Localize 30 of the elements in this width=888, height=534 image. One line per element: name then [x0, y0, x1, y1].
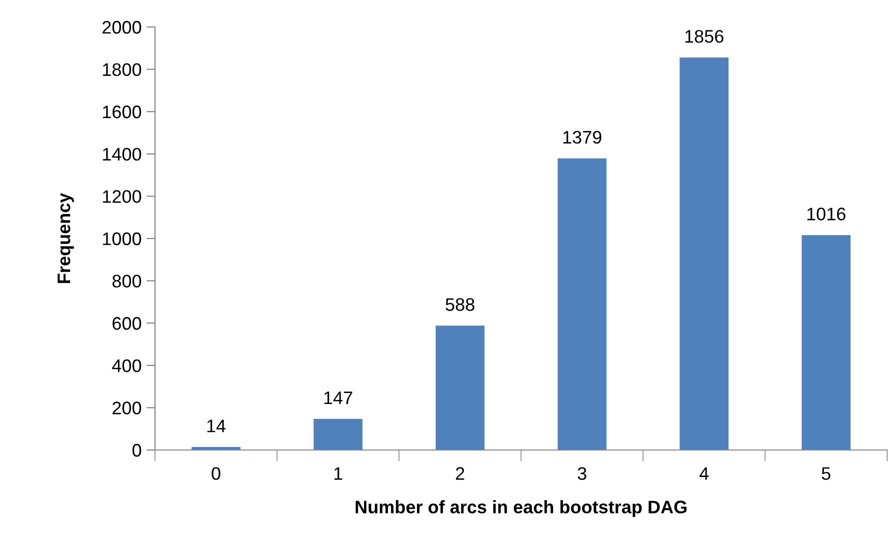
- bar: [802, 235, 851, 450]
- y-tick-label: 0: [132, 444, 142, 457]
- y-tick-label: 1600: [103, 106, 142, 118]
- y-tick-label: 2000: [102, 20, 142, 34]
- data-label: 588: [446, 298, 474, 311]
- x-tick-label: 3: [578, 467, 586, 480]
- data-label: 1016: [807, 208, 846, 220]
- y-tick-label: 200: [112, 402, 142, 414]
- data-label: 1379: [563, 130, 602, 144]
- bar: [314, 418, 362, 450]
- y-tick-label: 1000: [103, 232, 142, 246]
- y-axis-title: Frequency: [58, 192, 74, 283]
- x-axis-title: Number of arcs in each bootstrap DAG: [356, 500, 686, 517]
- bar: [436, 326, 484, 450]
- x-tick-label: 4: [699, 467, 709, 480]
- data-label: 1856: [685, 30, 724, 43]
- x-tick-label: 5: [822, 467, 830, 480]
- data-label: 147: [324, 392, 352, 404]
- data-label: 14: [207, 420, 226, 432]
- y-tick-label: 1800: [103, 63, 142, 76]
- x-tick-label: 2: [456, 467, 464, 480]
- bar: [558, 158, 606, 450]
- y-tick-label: 1200: [103, 190, 142, 203]
- y-tick-label: 800: [112, 274, 142, 288]
- x-tick-label: 0: [212, 467, 220, 480]
- y-tick-label: 600: [112, 317, 142, 330]
- bar: [680, 57, 728, 450]
- x-tick-label: 1: [334, 467, 342, 480]
- y-tick-label: 1400: [103, 148, 142, 161]
- y-tick-label: 400: [112, 359, 142, 372]
